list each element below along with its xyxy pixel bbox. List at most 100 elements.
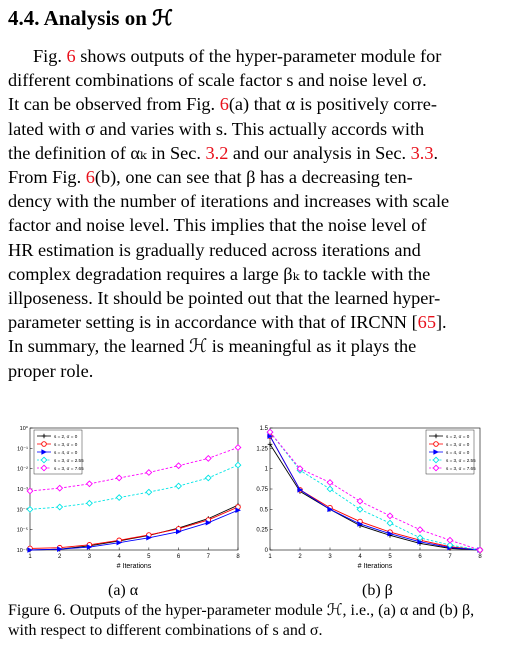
paragraph-line: illposeness. It should be pointed out th… <box>8 288 441 309</box>
x-tick-label: 1 <box>268 554 272 560</box>
paragraph-line: the definition of αₖ in Sec. 3.2 and our… <box>8 141 498 165</box>
paragraph-line: Fig. 6 shows outputs of the hyper-parame… <box>8 44 498 68</box>
x-axis-label: # Iterations <box>358 563 393 570</box>
x-tick-label: 5 <box>147 554 151 560</box>
y-tick-label: 0.25 <box>256 528 268 534</box>
data-point <box>205 519 212 526</box>
reference-link[interactable]: 6 <box>85 167 95 188</box>
reference-link[interactable]: 3.2 <box>205 142 229 163</box>
reference-link[interactable]: 65 <box>417 312 436 333</box>
data-point <box>85 499 93 507</box>
series-line <box>269 431 481 551</box>
section-heading: 4.4. Analysis on ℋ <box>8 6 173 30</box>
paragraph-text: (a) that α is positively corre- <box>228 94 437 115</box>
data-point <box>40 464 48 472</box>
data-point <box>175 528 182 535</box>
legend-label: s = 3, σ = 0 <box>54 442 78 447</box>
data-point <box>476 546 484 554</box>
body-paragraph: Fig. 6 shows outputs of the hyper-parame… <box>8 44 498 383</box>
y-tick-label: 10⁻¹ <box>17 446 28 452</box>
data-point <box>116 539 123 546</box>
data-point <box>327 506 333 513</box>
data-point <box>85 480 93 488</box>
x-tick-label: 3 <box>328 554 332 560</box>
data-point <box>432 456 440 464</box>
y-tick-label: 1.5 <box>260 426 269 432</box>
alpha-plot: 1 2 3 4 5 6 7 8 10⁻⁶ 10⁻⁵ 10⁻⁴ 10⁻³ 10⁻² 10⁻¹ 10⁰ # Ite… <box>17 425 242 570</box>
data-point <box>27 547 33 553</box>
x-tick-label: 4 <box>117 554 121 560</box>
data-point <box>56 484 64 492</box>
x-tick-label: 5 <box>388 554 392 560</box>
data-point <box>326 479 334 486</box>
data-point <box>115 474 123 482</box>
legend-label: s = 2, σ = 0 <box>54 434 78 439</box>
x-tick-label: 2 <box>58 554 62 560</box>
reference-link[interactable]: 3.3 <box>410 142 434 163</box>
data-point <box>57 546 63 552</box>
data-point <box>267 441 273 447</box>
x-tick-label: 4 <box>358 554 362 560</box>
figure-6a: 1 2 3 4 5 6 7 8 10⁻⁶ 10⁻⁵ 10⁻⁴ 10⁻³ 10⁻² 10⁻¹ 10⁰ # Ite… <box>2 420 247 585</box>
series-line <box>29 464 239 510</box>
paragraph-text: ]. <box>435 312 447 333</box>
data-point <box>296 465 304 473</box>
x-tick-label: 3 <box>88 554 92 560</box>
series-line <box>29 509 239 551</box>
series-line <box>29 506 239 549</box>
paragraph-text: (b), one can see that β has a decreasing… <box>94 167 413 188</box>
data-point <box>40 456 48 464</box>
figure-caption: Figure 6. Outputs of the hyper-parameter… <box>8 602 475 639</box>
data-point <box>356 505 364 513</box>
paragraph-line: lated with σ and varies with s. This act… <box>8 118 425 139</box>
data-point <box>357 521 363 527</box>
paragraph-line: dency with the number of iterations and … <box>8 191 450 212</box>
figure-6b: 1 2 3 4 5 6 7 8 0 0.25 0.5 0.75 1 1.25 1.5 # Iterations… <box>254 420 499 585</box>
y-tick-label: 10⁻⁵ <box>17 527 28 534</box>
data-point <box>446 536 454 544</box>
paragraph-line: proper role. <box>8 360 94 381</box>
x-tick-label: 1 <box>28 554 32 560</box>
data-point <box>266 428 274 436</box>
y-tick-label: 10⁻⁴ <box>17 506 29 513</box>
subfigure-b-label: (b) β <box>362 582 393 599</box>
paragraph-line: From Fig. 6(b), one can see that β has a… <box>8 165 498 189</box>
x-tick-label: 6 <box>177 554 181 560</box>
data-point <box>446 541 454 549</box>
data-point <box>433 441 439 447</box>
legend-label: s = 3, σ = 7.65 <box>446 466 476 471</box>
legend-label: s = 3, σ = 2.55 <box>446 458 476 463</box>
x-tick-label: 7 <box>207 554 211 560</box>
data-point <box>204 454 212 462</box>
data-point <box>86 544 93 550</box>
data-point <box>145 488 153 496</box>
x-tick-label: 6 <box>418 554 422 560</box>
paragraph-text: From Fig. <box>8 167 86 188</box>
legend-label: s = 4, σ = 0 <box>54 450 78 455</box>
data-point <box>234 461 242 469</box>
paragraph-text: It can be observed from Fig. <box>8 94 220 115</box>
paragraph-line: complex degradation requires a large βₖ … <box>8 263 431 284</box>
paragraph-line: In summary, the learned ℋ is meaningful … <box>8 336 417 357</box>
data-point <box>432 464 440 472</box>
series-line <box>269 435 481 551</box>
paragraph-text: parameter setting is in accordance with … <box>8 312 418 333</box>
reference-link[interactable]: 6 <box>66 46 76 66</box>
data-point <box>416 526 424 534</box>
reference-link[interactable]: 6 <box>219 94 229 115</box>
data-point <box>41 449 47 455</box>
paragraph-line: factor and noise level. This implies tha… <box>8 215 427 236</box>
data-point <box>56 503 64 511</box>
data-point <box>175 462 183 470</box>
legend-label: s = 3, σ = 2.55 <box>54 458 84 463</box>
x-tick-label: 2 <box>298 554 302 560</box>
y-tick-label: 0.5 <box>260 507 269 513</box>
x-tick-label: 8 <box>236 554 240 560</box>
paragraph-line: different combinations of scale factor s… <box>8 70 427 91</box>
paragraph-text: and our analysis in Sec. <box>228 142 411 163</box>
subfigure-a-label: (a) α <box>108 582 139 599</box>
data-point <box>26 505 34 513</box>
y-tick-label: 0.75 <box>256 487 268 493</box>
y-tick-label: 1.25 <box>256 446 268 452</box>
data-point <box>297 487 303 493</box>
